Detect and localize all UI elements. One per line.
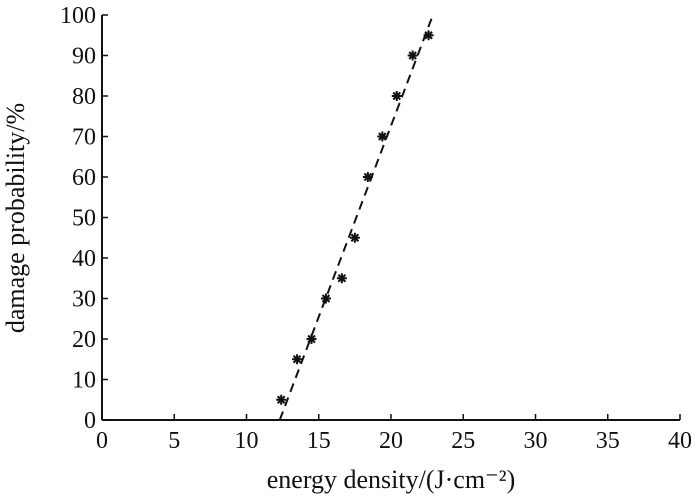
- asterisk-stroke: [424, 31, 433, 40]
- y-tick-label: 10: [72, 368, 96, 394]
- y-tick-label: 80: [72, 84, 96, 110]
- asterisk-stroke: [276, 395, 286, 404]
- y-tick-label: 90: [72, 44, 96, 70]
- asterisk-stroke: [292, 355, 302, 364]
- asterisk-stroke: [337, 274, 347, 283]
- asterisk-stroke: [392, 91, 401, 101]
- data-point: [407, 50, 418, 61]
- y-tick-label: 100: [60, 3, 96, 29]
- asterisk-stroke: [363, 172, 373, 182]
- y-tick-label: 70: [72, 125, 96, 151]
- x-tick-label: 0: [96, 428, 108, 454]
- x-axis-label: energy density/(J·cm⁻²): [267, 465, 515, 494]
- data-point: [377, 131, 388, 142]
- plot-marks: [276, 14, 434, 421]
- y-tick-label: 50: [72, 206, 96, 232]
- data-point: [292, 354, 303, 365]
- asterisk-stroke: [408, 51, 417, 60]
- fit-line: [278, 14, 434, 421]
- data-point: [320, 293, 331, 304]
- data-point: [276, 394, 287, 405]
- data-point: [391, 91, 402, 101]
- x-tick-label: 10: [235, 428, 259, 454]
- x-tick-label: 30: [524, 428, 548, 454]
- x-tick-label: 25: [451, 428, 475, 454]
- y-tick-label: 60: [72, 165, 96, 191]
- asterisk-stroke: [378, 132, 387, 141]
- x-tick-label: 35: [596, 428, 620, 454]
- x-tick-label: 15: [307, 428, 331, 454]
- data-point: [349, 232, 360, 243]
- y-tick-label: 0: [84, 408, 96, 434]
- y-axis-label: damage probability/%: [1, 103, 30, 333]
- asterisk-stroke: [307, 334, 316, 344]
- asterisk-stroke: [321, 294, 331, 303]
- y-tick-label: 40: [72, 246, 96, 272]
- x-tick-label: 40: [668, 428, 692, 454]
- y-tick-label: 20: [72, 327, 96, 353]
- x-tick-label: 20: [379, 428, 403, 454]
- y-tick-label: 30: [72, 287, 96, 313]
- asterisk-stroke: [350, 233, 360, 242]
- x-tick-label: 5: [168, 428, 180, 454]
- axes: 0 5 10 15 20 25 30 35 40 0 10 20 30 40 50 60 70 80 90 100: [60, 3, 692, 454]
- data-point: [336, 273, 347, 284]
